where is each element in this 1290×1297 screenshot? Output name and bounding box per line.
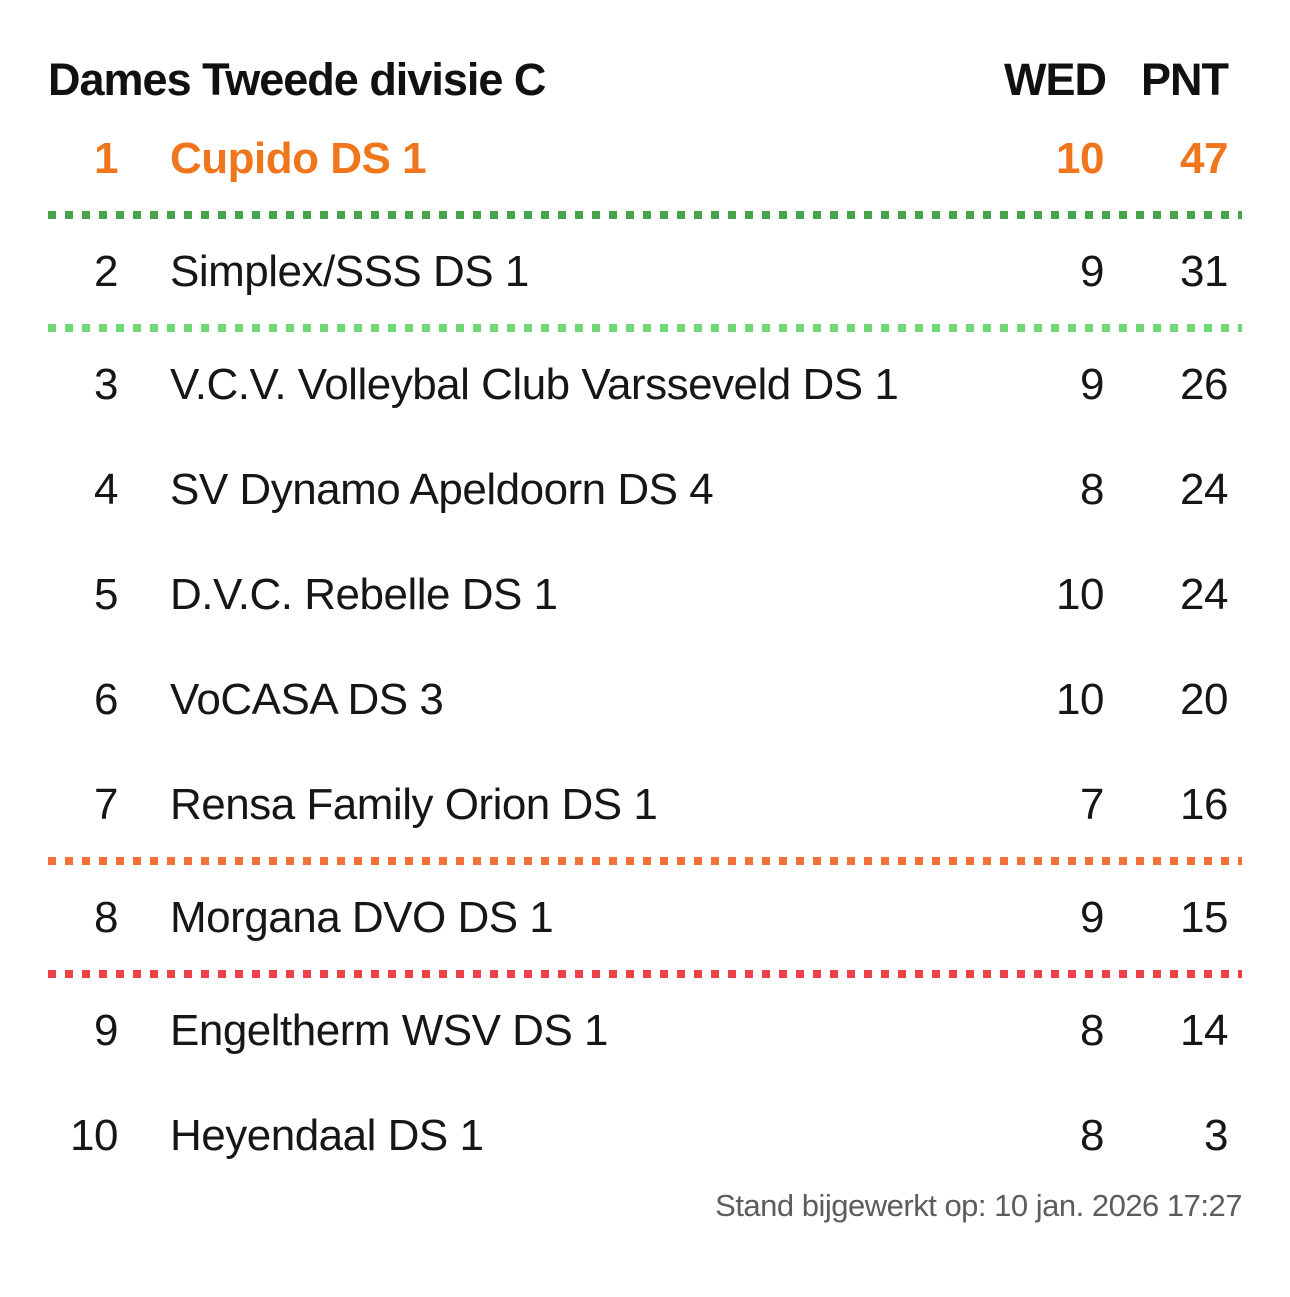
team-name: VoCASA DS 3 [170, 674, 444, 724]
table-header: Dames Tweede divisie C WED PNT [48, 54, 1242, 106]
wed-value: 10 [1056, 133, 1104, 183]
rank-value: 4 [94, 464, 118, 514]
table-row[interactable]: 9 Engeltherm WSV DS 1 8 14 [48, 978, 1242, 1083]
table-row[interactable]: 2 Simplex/SSS DS 1 9 31 [48, 219, 1242, 324]
team-name: SV Dynamo Apeldoorn DS 4 [170, 464, 714, 514]
rank-value: 2 [94, 246, 118, 296]
team-name: Cupido DS 1 [170, 133, 427, 183]
column-header-pnt: PNT [1141, 54, 1229, 105]
pnt-value: 14 [1180, 1005, 1228, 1055]
pnt-value: 47 [1180, 133, 1228, 183]
wed-value: 9 [1080, 892, 1104, 942]
wed-value: 9 [1080, 359, 1104, 409]
pnt-value: 20 [1180, 674, 1228, 724]
wed-value: 10 [1056, 569, 1104, 619]
pnt-value: 24 [1180, 569, 1228, 619]
table-row[interactable]: 8 Morgana DVO DS 1 9 15 [48, 865, 1242, 970]
table-row[interactable]: 1 Cupido DS 1 10 47 [48, 106, 1242, 211]
team-name: Heyendaal DS 1 [170, 1110, 484, 1160]
wed-value: 8 [1080, 464, 1104, 514]
wed-value: 10 [1056, 674, 1104, 724]
team-name: Simplex/SSS DS 1 [170, 246, 529, 296]
pnt-value: 31 [1180, 246, 1228, 296]
separator-promotion-playoff-line [48, 324, 1242, 332]
separator-promotion-line [48, 211, 1242, 219]
separator-relegation-playoff-line [48, 857, 1242, 865]
page-title: Dames Tweede divisie C [48, 54, 546, 105]
wed-value: 8 [1080, 1005, 1104, 1055]
column-header-wed: WED [1004, 54, 1107, 105]
pnt-value: 24 [1180, 464, 1228, 514]
table-row[interactable]: 7 Rensa Family Orion DS 1 7 16 [48, 752, 1242, 857]
last-updated-text: Stand bijgewerkt op: 10 jan. 2026 17:27 [715, 1188, 1242, 1223]
pnt-value: 26 [1180, 359, 1228, 409]
team-name: Rensa Family Orion DS 1 [170, 779, 658, 829]
wed-value: 8 [1080, 1110, 1104, 1160]
team-name: Morgana DVO DS 1 [170, 892, 554, 942]
rank-value: 1 [94, 133, 118, 183]
pnt-value: 3 [1204, 1110, 1228, 1160]
pnt-value: 15 [1180, 892, 1228, 942]
rank-value: 8 [94, 892, 118, 942]
table-row[interactable]: 3 V.C.V. Volleybal Club Varsseveld DS 1 … [48, 332, 1242, 437]
rank-value: 5 [94, 569, 118, 619]
table-row[interactable]: 10 Heyendaal DS 1 8 3 [48, 1083, 1242, 1188]
separator-relegation-line [48, 970, 1242, 978]
rank-value: 9 [94, 1005, 118, 1055]
table-row[interactable]: 6 VoCASA DS 3 10 20 [48, 647, 1242, 752]
team-name: V.C.V. Volleybal Club Varsseveld DS 1 [170, 359, 899, 409]
rank-value: 6 [94, 674, 118, 724]
team-name: D.V.C. Rebelle DS 1 [170, 569, 558, 619]
wed-value: 7 [1080, 779, 1104, 829]
rank-value: 3 [94, 359, 118, 409]
table-row[interactable]: 5 D.V.C. Rebelle DS 1 10 24 [48, 542, 1242, 647]
rank-value: 7 [94, 779, 118, 829]
wed-value: 9 [1080, 246, 1104, 296]
pnt-value: 16 [1180, 779, 1228, 829]
team-name: Engeltherm WSV DS 1 [170, 1005, 609, 1055]
table-row[interactable]: 4 SV Dynamo Apeldoorn DS 4 8 24 [48, 437, 1242, 542]
rank-value: 10 [70, 1110, 118, 1160]
